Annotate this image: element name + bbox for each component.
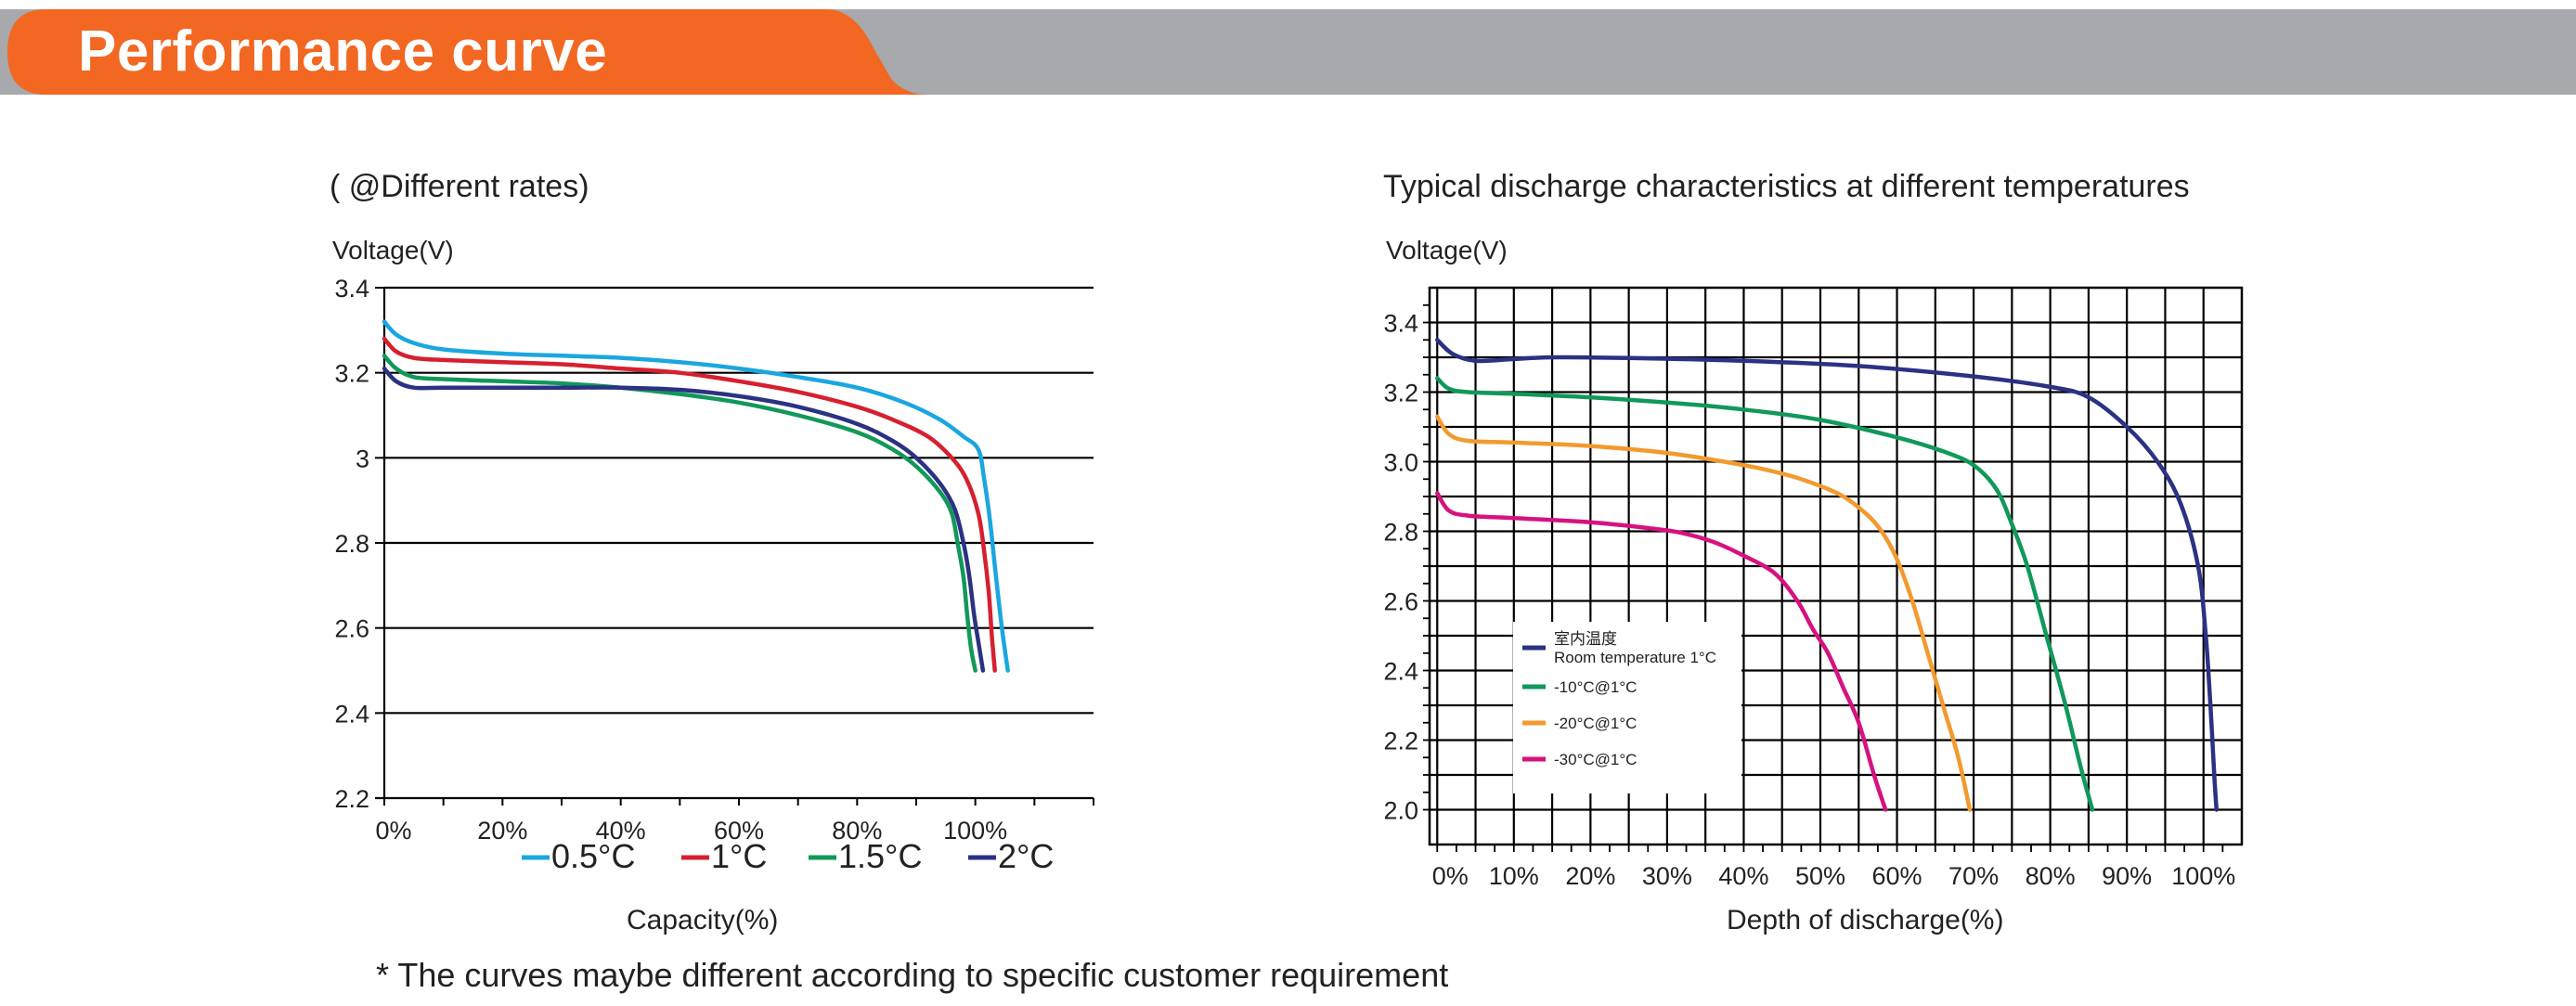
left-legend-label: 1.5°C (838, 837, 922, 875)
right-y-tick-label: 2.6 (1383, 588, 1418, 616)
left-legend-label: 0.5°C (551, 837, 635, 875)
right-y-tick-label: 3.2 (1383, 380, 1418, 407)
right-x-tick-label: 0% (1432, 862, 1469, 890)
footnote: * The curves maybe different according t… (376, 956, 1449, 994)
left-x-tick-label: 100% (943, 817, 1007, 845)
left-x-tick-label: 0% (375, 817, 411, 845)
right-x-tick-label: 60% (1872, 862, 1922, 890)
right-legend-box (1513, 622, 1741, 793)
right-x-tick-label: 80% (2026, 862, 2076, 890)
right-chart-xlabel: Depth of discharge(%) (1727, 905, 2004, 935)
left-series-line (382, 354, 977, 673)
right-y-tick-label: 3.4 (1383, 310, 1418, 338)
left-y-tick-label: 3.4 (334, 275, 369, 303)
right-legend-label: -30°C@1°C (1554, 751, 1637, 768)
right-x-tick-label: 70% (1948, 862, 1999, 890)
right-legend-label-cn: 室内温度 (1554, 630, 1617, 648)
right-chart-ylabel: Voltage(V) (1386, 236, 1508, 264)
right-y-tick-label: 3.0 (1383, 449, 1418, 477)
left-chart-ylabel: Voltage(V) (332, 236, 454, 264)
right-x-tick-label: 30% (1642, 862, 1692, 890)
right-x-tick-label: 10% (1489, 862, 1539, 890)
left-chart-xlabel: Capacity(%) (627, 905, 779, 935)
right-y-tick-label: 2.0 (1383, 797, 1418, 825)
left-x-tick-label: 80% (832, 817, 882, 845)
left-y-tick-label: 3.2 (334, 360, 369, 388)
right-legend-label: -20°C@1°C (1554, 715, 1637, 732)
page-title: Performance curve (78, 19, 608, 84)
left-y-tick-label: 2.4 (334, 700, 369, 728)
left-x-tick-label: 40% (596, 817, 646, 845)
right-y-tick-label: 2.4 (1383, 658, 1418, 686)
left-y-tick-label: 3 (356, 445, 369, 472)
right-y-tick-label: 2.8 (1383, 519, 1418, 547)
left-chart-title: ( @Different rates) (330, 169, 589, 204)
banner-orange-tab (7, 9, 928, 95)
left-y-tick-label: 2.6 (334, 615, 369, 643)
right-legend-label: -10°C@1°C (1554, 678, 1637, 696)
right-chart-title: Typical discharge characteristics at dif… (1383, 169, 2190, 204)
right-x-tick-label: 50% (1795, 862, 1845, 890)
right-series-line (1435, 376, 2095, 812)
right-x-tick-label: 40% (1718, 862, 1768, 890)
right-series-line (1435, 491, 1888, 812)
right-y-tick-label: 2.2 (1383, 728, 1418, 755)
left-x-tick-label: 20% (477, 817, 527, 845)
header-banner (0, 9, 2576, 95)
right-series-line (1435, 414, 1973, 812)
right-x-tick-label: 100% (2171, 862, 2235, 890)
right-legend-label: Room temperature 1°C (1554, 649, 1716, 666)
right-x-tick-label: 90% (2102, 862, 2152, 890)
left-legend-label: 1°C (711, 837, 767, 875)
left-series-line (382, 336, 997, 673)
left-y-tick-label: 2.2 (334, 785, 369, 813)
left-y-tick-label: 2.8 (334, 530, 369, 558)
left-x-tick-label: 60% (714, 817, 764, 845)
right-x-tick-label: 20% (1565, 862, 1615, 890)
left-series-line (382, 366, 986, 673)
left-legend-label: 2°C (998, 837, 1054, 875)
left-series-line (382, 319, 1010, 673)
right-series-line (1435, 337, 2220, 812)
